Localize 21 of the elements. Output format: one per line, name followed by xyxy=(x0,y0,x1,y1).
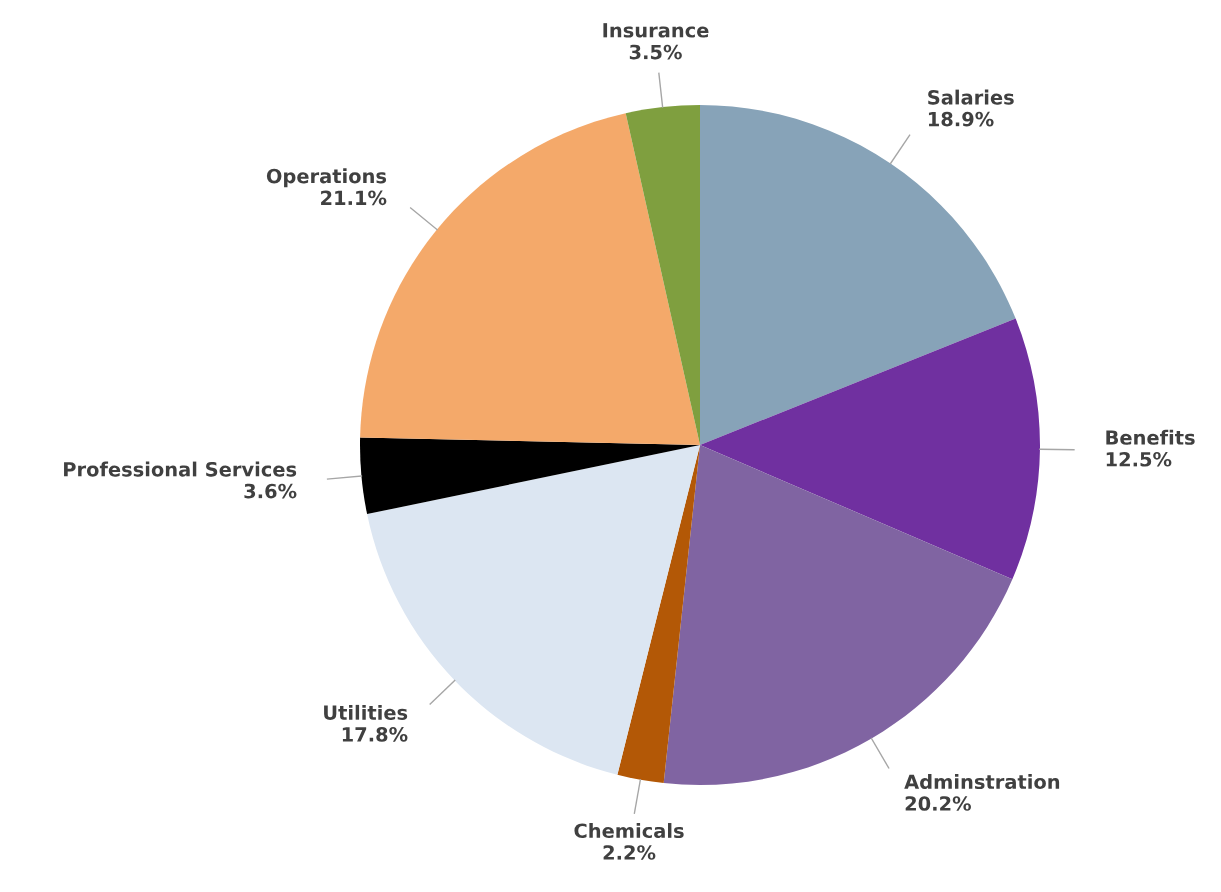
pie-slice xyxy=(625,105,700,445)
data-label: 18.9% xyxy=(928,111,994,127)
data-label: 3.6% xyxy=(244,483,297,499)
data-label: 3.5% xyxy=(629,44,682,60)
data-label: 21.1% xyxy=(321,190,387,206)
data-label: 12.5% xyxy=(1106,451,1172,467)
slice-label: Utilities xyxy=(324,704,408,720)
data-label: 2.2% xyxy=(603,845,656,860)
pie-slice xyxy=(700,105,1016,445)
pie-slice xyxy=(617,445,700,784)
slice-label: Insurance xyxy=(603,23,709,38)
data-label: 20.2% xyxy=(905,796,971,811)
slice-label: Salaries xyxy=(928,89,1014,105)
slice-label: Chemicals xyxy=(574,823,684,839)
slice-label: Operations xyxy=(266,168,387,188)
data-label: 17.8% xyxy=(342,727,408,742)
pie-slice xyxy=(700,318,1040,580)
slice-label: Benefits xyxy=(1106,429,1195,445)
pie-slice xyxy=(360,437,700,515)
slice-label: Professional Services xyxy=(64,461,297,477)
slice-label: Adminstration xyxy=(904,774,1060,790)
